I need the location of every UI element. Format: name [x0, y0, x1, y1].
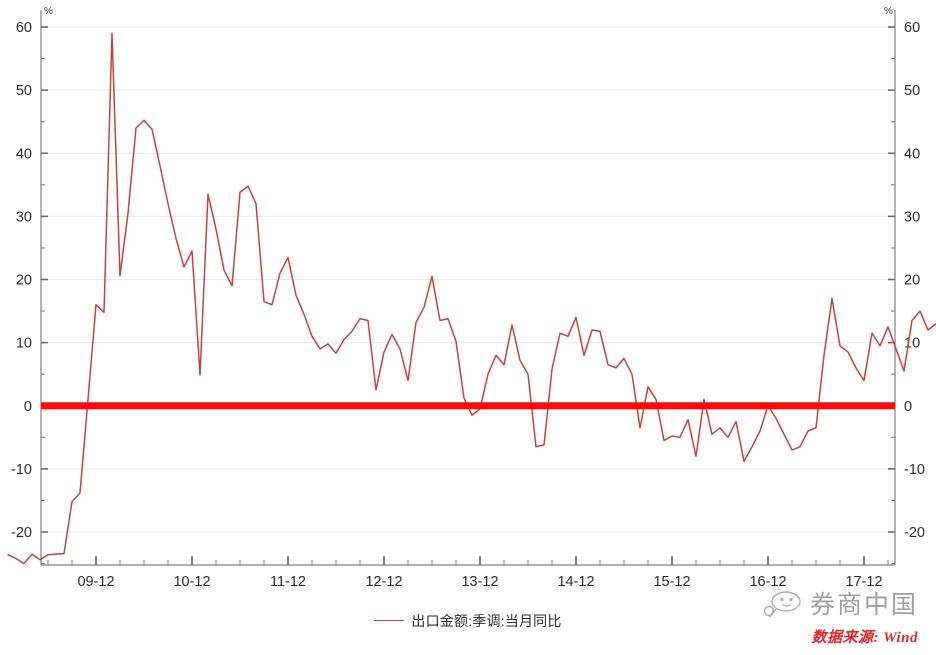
y-axis-tick-label-right: 0: [904, 399, 912, 415]
y-axis-tick-label-left: 30: [16, 209, 32, 225]
x-axis-tick-label: 15-12: [653, 574, 690, 590]
y-axis-tick-label-left: -10: [11, 462, 32, 478]
y-axis-unit-right: %: [884, 6, 893, 17]
watermark: 券商中国: [760, 589, 918, 619]
series-line-export-growth: [7, 32, 936, 565]
x-axis-tick-label: 13-12: [461, 574, 498, 590]
x-axis-tick-label: 10-12: [173, 574, 210, 590]
gridlines: [41, 26, 895, 533]
x-axis-tick-label: 17-12: [845, 574, 882, 590]
y-axis-tick-label-right: -10: [904, 462, 925, 478]
y-axis-tick-label-left: 40: [16, 146, 32, 162]
y-axis-tick-label-right: -20: [904, 525, 925, 541]
y-axis-tick-label-right: 10: [904, 336, 920, 352]
y-axis-tick-label-right: 30: [904, 209, 920, 225]
x-axis-tick-label: 09-12: [77, 574, 114, 590]
y-axis-tick-label-right: 50: [904, 83, 920, 99]
x-axis-tick-label: 11-12: [270, 574, 306, 590]
x-axis-tick-label: 16-12: [749, 574, 786, 590]
y-axis-tick-label-right: 20: [904, 273, 920, 289]
y-axis-tick-label-left: 0: [24, 399, 32, 415]
data-source-note: 数据来源: Wind: [811, 630, 918, 646]
axis-ticks: [41, 26, 895, 565]
data-series: [7, 32, 936, 565]
y-axis-tick-label-right: 60: [904, 20, 920, 36]
y-axis-unit-left: %: [44, 6, 53, 17]
y-axis-tick-label-left: 10: [16, 336, 32, 352]
y-axis-tick-label-left: 50: [16, 83, 32, 99]
axes: [40, 10, 896, 566]
speech-bubble-logo-icon: [763, 591, 801, 618]
y-axis-tick-label-right: 40: [904, 146, 920, 162]
y-axis-tick-label-left: 60: [16, 20, 32, 36]
y-axis-tick-label-left: 20: [16, 273, 32, 289]
x-axis-tick-label: 12-12: [365, 574, 402, 590]
x-axis-tick-label: 14-12: [557, 574, 594, 590]
axis-labels: -20 -20 -10 -10 0 0 10 10 20 20 30 30 40 40 50 50 60 60 09…: [11, 20, 925, 590]
watermark-text: 券商中国: [809, 589, 918, 619]
y-axis-tick-label-left: -20: [11, 525, 32, 541]
